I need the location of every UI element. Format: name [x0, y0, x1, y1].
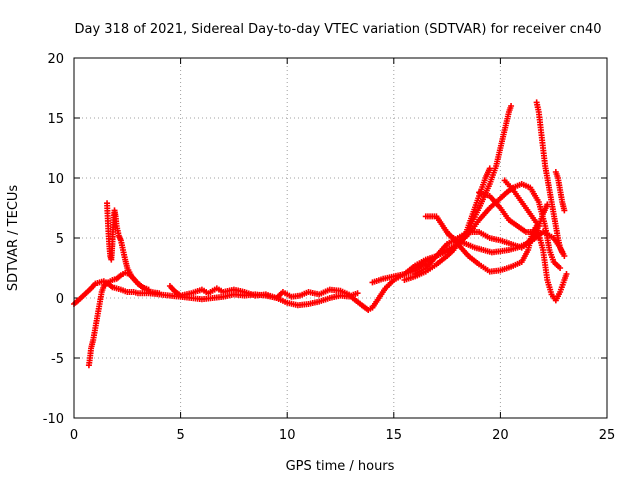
y-tick-label: 20 [47, 52, 64, 67]
series-late-rise-2 [401, 103, 515, 283]
y-tick-label: 15 [47, 112, 64, 127]
x-tick-label: 10 [279, 428, 296, 443]
y-tick-label: 10 [47, 172, 64, 187]
data-point [145, 286, 152, 293]
data-point [156, 290, 163, 297]
axis-ticks [73, 57, 608, 419]
data-point [561, 207, 568, 214]
data-point [559, 249, 566, 256]
x-tick-label: 20 [492, 428, 509, 443]
data-point [486, 165, 493, 172]
x-tick-label: 5 [176, 428, 184, 443]
series-noisy-band [166, 283, 361, 301]
data-point [354, 290, 361, 297]
x-tick-label: 15 [386, 428, 403, 443]
x-tick-labels: 0 5 10 15 20 25 [70, 428, 615, 443]
series-descent-9-to-6 [501, 177, 542, 229]
y-tick-label: 5 [56, 232, 64, 247]
y-tick-labels: -10 -5 0 5 10 15 20 [43, 52, 64, 427]
grid [74, 58, 607, 418]
x-tick-label: 0 [70, 428, 78, 443]
data-points [71, 99, 570, 369]
data-point [508, 103, 515, 109]
x-tick-label: 25 [599, 428, 616, 443]
data-point [557, 265, 564, 271]
data-point [535, 223, 542, 229]
data-point [535, 235, 542, 241]
y-tick-label: 0 [56, 292, 64, 307]
y-tick-label: -5 [51, 352, 64, 367]
series-negative-dip [85, 269, 152, 369]
x-axis-label: GPS time / hours [286, 459, 395, 474]
series-upper-arch [476, 189, 542, 241]
series-tall-spike [533, 99, 566, 256]
y-tick-label: -10 [43, 412, 64, 427]
chart-title: Day 318 of 2021, Sidereal Day-to-day VTE… [74, 22, 601, 37]
y-axis-label: SDTVAR / TECUs [6, 185, 21, 292]
data-point [563, 271, 570, 277]
data-point [561, 253, 568, 259]
plot-frame [73, 57, 608, 419]
series-tail-segment [552, 169, 568, 214]
